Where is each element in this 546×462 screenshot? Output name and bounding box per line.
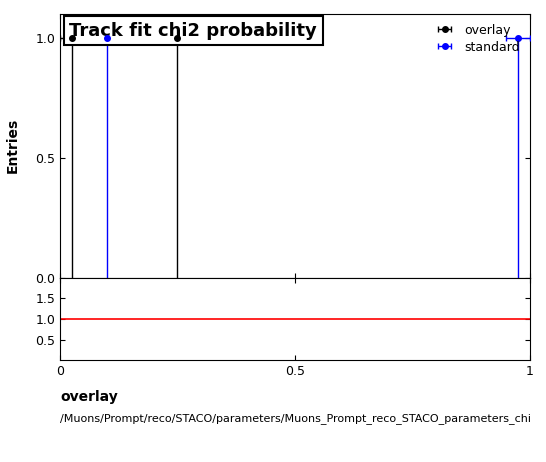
Text: overlay: overlay <box>60 390 118 404</box>
Text: Track fit chi2 probability: Track fit chi2 probability <box>69 22 317 40</box>
Legend: overlay, standard: overlay, standard <box>431 20 524 57</box>
Y-axis label: Entries: Entries <box>6 118 20 174</box>
Text: /Muons/Prompt/reco/STACO/parameters/Muons_Prompt_reco_STACO_parameters_chi: /Muons/Prompt/reco/STACO/parameters/Muon… <box>60 413 531 425</box>
